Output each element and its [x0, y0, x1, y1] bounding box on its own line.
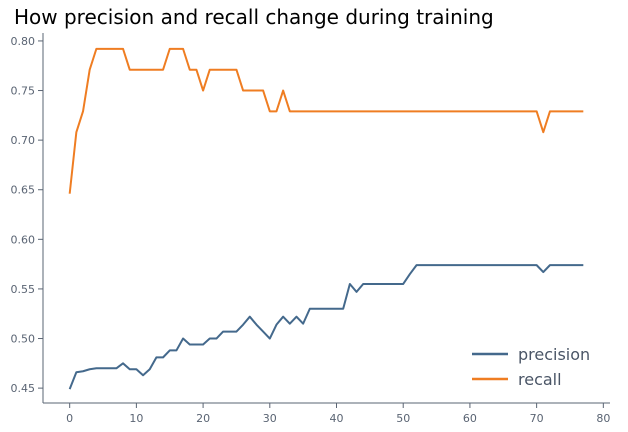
series-line-precision: [68, 264, 584, 390]
x-tick-label: 60: [463, 412, 477, 425]
x-tick-label: 0: [66, 412, 73, 425]
x-tick-label: 30: [263, 412, 277, 425]
y-tick-label: 0.55: [11, 283, 36, 296]
legend: precision recall: [472, 345, 590, 389]
y-tick-label: 0.65: [11, 184, 36, 197]
x-tick-label: 70: [530, 412, 544, 425]
x-tick-label: 50: [396, 412, 410, 425]
legend-label-recall: recall: [518, 370, 562, 389]
y-axis-ticks: 0.45 0.50 0.55 0.60 0.65 0.70 0.75 0.80: [11, 35, 43, 395]
plot-area: 0.45 0.50 0.55 0.60 0.65 0.70 0.75 0.80 0 10 20 30…: [11, 33, 610, 425]
y-tick-label: 0.75: [11, 85, 36, 98]
x-axis-ticks: 0 10 20 30 40 50 60 70 80: [66, 403, 610, 425]
y-tick-label: 0.50: [11, 333, 36, 346]
y-tick-label: 0.45: [11, 382, 36, 395]
y-tick-label: 0.60: [11, 233, 36, 246]
y-tick-label: 0.70: [11, 134, 36, 147]
x-tick-label: 10: [129, 412, 143, 425]
legend-label-precision: precision: [518, 345, 590, 364]
y-tick-label: 0.80: [11, 35, 36, 48]
x-tick-label: 80: [596, 412, 610, 425]
x-tick-label: 20: [196, 412, 210, 425]
x-tick-label: 40: [330, 412, 344, 425]
chart-title: How precision and recall change during t…: [14, 5, 494, 29]
series-line-recall: [68, 47, 584, 194]
series-lines: [68, 47, 584, 390]
